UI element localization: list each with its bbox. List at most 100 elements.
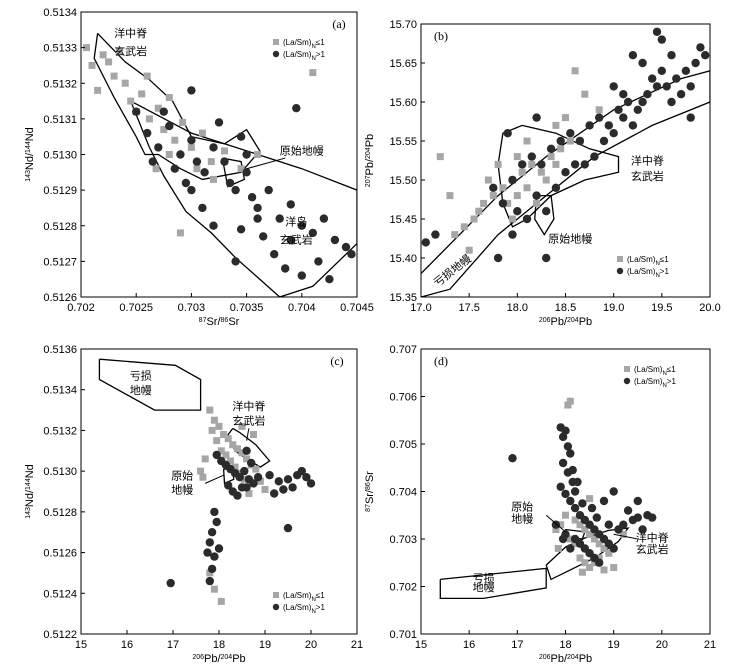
panel-label: (d) bbox=[434, 354, 448, 368]
point-square bbox=[552, 526, 560, 533]
point-circle bbox=[570, 160, 580, 169]
point-circle bbox=[556, 482, 565, 491]
point-circle bbox=[253, 473, 263, 482]
point-circle bbox=[691, 58, 700, 68]
point-circle bbox=[192, 157, 202, 166]
point-square bbox=[595, 540, 603, 548]
panel-b: 17.0 17.5 18.0 18.5 19.0 19.5 20.0 15.35 15.40 15… bbox=[364, 19, 721, 328]
x-tick-label: 16 bbox=[121, 639, 133, 651]
point-square bbox=[562, 511, 569, 519]
point-square bbox=[208, 426, 216, 434]
point-square bbox=[537, 168, 545, 176]
legend-a: (La/Sm)N≤1(La/Sm)N>1 bbox=[272, 38, 325, 62]
x-tick-label: 20.0 bbox=[699, 302, 720, 314]
point-square bbox=[590, 559, 598, 567]
point-circle bbox=[306, 479, 316, 488]
point-square bbox=[143, 72, 151, 80]
point-square bbox=[494, 160, 502, 168]
point-square bbox=[210, 175, 217, 183]
point-square bbox=[154, 104, 162, 112]
point-square bbox=[198, 129, 206, 137]
y-axis-label: 143Nd/144Nd bbox=[24, 127, 36, 182]
point-circle bbox=[210, 507, 219, 517]
x-tick-label: 18.5 bbox=[555, 302, 576, 314]
point-circle bbox=[200, 168, 209, 177]
point-square bbox=[199, 473, 207, 481]
point-circle bbox=[566, 449, 575, 458]
point-circle bbox=[237, 483, 247, 492]
point-square bbox=[557, 145, 565, 153]
field-label-oib: 洋岛 bbox=[285, 215, 307, 229]
point-square bbox=[237, 165, 245, 173]
point-square bbox=[552, 121, 560, 129]
leader-line bbox=[545, 514, 566, 533]
field-dmm-outline bbox=[98, 358, 202, 411]
point-circle bbox=[609, 129, 618, 138]
point-square bbox=[571, 67, 579, 75]
leader-line bbox=[613, 533, 638, 540]
point-circle bbox=[242, 150, 251, 159]
point-circle bbox=[297, 271, 306, 280]
field-label-morb: 洋中脊 bbox=[636, 530, 669, 544]
point-circle bbox=[225, 178, 235, 188]
fields-a bbox=[93, 32, 357, 297]
y-tick-label: 0.707 bbox=[389, 344, 417, 356]
point-square bbox=[566, 137, 574, 145]
y-tick-label: 15.45 bbox=[389, 214, 417, 226]
legend-entry-label: (La/Sm)N≤1 bbox=[634, 365, 676, 377]
point-circle bbox=[203, 548, 212, 557]
point-square bbox=[564, 401, 572, 409]
point-square bbox=[245, 490, 253, 497]
point-circle bbox=[566, 496, 575, 506]
point-square bbox=[619, 530, 627, 538]
field-label-pm: 原始地幔 bbox=[280, 144, 324, 158]
point-circle bbox=[214, 544, 224, 553]
x-tick-label: 0.704 bbox=[288, 302, 316, 314]
point-circle bbox=[253, 203, 262, 213]
y-tick-label: 0.5124 bbox=[43, 588, 77, 600]
point-circle bbox=[212, 450, 221, 460]
point-circle bbox=[347, 250, 356, 259]
point-circle bbox=[657, 66, 666, 76]
point-square bbox=[99, 51, 107, 59]
y-tick-label: 0.5126 bbox=[43, 548, 77, 560]
point-circle bbox=[628, 121, 638, 130]
y-tick-label: 15.65 bbox=[389, 58, 417, 70]
point-circle bbox=[518, 160, 527, 169]
point-square bbox=[557, 521, 565, 529]
point-circle bbox=[154, 143, 163, 152]
point-square bbox=[94, 86, 102, 94]
x-tick-label: 20 bbox=[305, 639, 317, 651]
point-square bbox=[595, 106, 603, 114]
point-circle bbox=[275, 214, 284, 223]
point-square bbox=[581, 559, 589, 567]
point-square bbox=[165, 94, 173, 101]
leader-line bbox=[246, 428, 250, 441]
legend-square-icon bbox=[273, 39, 279, 45]
point-circle bbox=[604, 520, 613, 529]
point-circle bbox=[493, 253, 503, 263]
point-circle bbox=[628, 51, 638, 60]
y-tick-label: 0.5130 bbox=[43, 150, 77, 162]
y-tick-label: 0.5133 bbox=[43, 43, 77, 55]
x-tick-label: 20 bbox=[656, 639, 668, 651]
point-circle bbox=[286, 200, 295, 209]
point-circle bbox=[619, 113, 628, 122]
point-square bbox=[581, 526, 589, 533]
point-square bbox=[165, 151, 173, 158]
point-circle bbox=[325, 275, 334, 284]
point-circle bbox=[143, 128, 152, 138]
point-circle bbox=[657, 35, 666, 44]
point-circle bbox=[330, 235, 340, 245]
point-square bbox=[217, 447, 225, 455]
point-circle bbox=[570, 487, 580, 496]
legend-circle-icon bbox=[272, 603, 280, 611]
point-circle bbox=[270, 250, 279, 259]
x-tick-label: 21 bbox=[351, 639, 363, 651]
point-square bbox=[138, 90, 146, 98]
field-dmm-outline bbox=[421, 70, 710, 297]
point-circle bbox=[667, 51, 676, 60]
y-tick-label: 0.5122 bbox=[43, 629, 77, 641]
point-circle bbox=[575, 136, 585, 146]
y-tick-label: 0.703 bbox=[389, 534, 417, 546]
